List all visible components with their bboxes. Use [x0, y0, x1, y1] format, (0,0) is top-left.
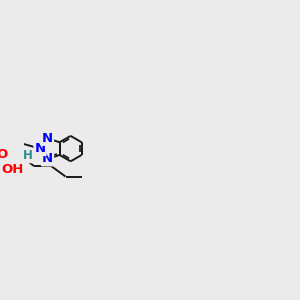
Text: O: O: [0, 148, 8, 161]
Text: N: N: [42, 132, 53, 145]
Text: N: N: [42, 152, 53, 165]
Text: H: H: [23, 149, 33, 162]
Text: N: N: [34, 142, 46, 155]
Text: OH: OH: [2, 164, 24, 176]
